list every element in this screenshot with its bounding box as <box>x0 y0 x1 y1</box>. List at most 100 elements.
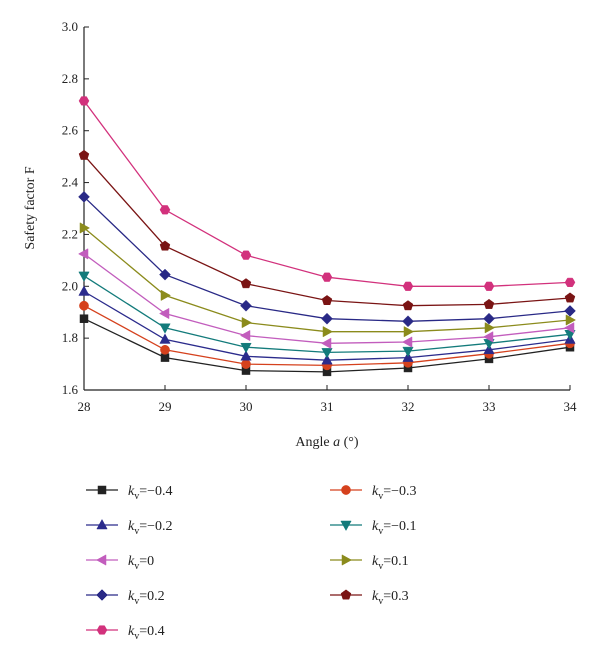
x-axis-title-suffix: (°) <box>340 435 359 450</box>
series-8 <box>78 96 576 291</box>
data-point <box>403 326 415 338</box>
legend-item: kv=−0.4 <box>86 484 173 502</box>
data-point <box>159 205 171 215</box>
data-point <box>483 312 495 325</box>
y-tick-label: 2.6 <box>62 123 79 138</box>
y-tick-label: 1.6 <box>62 382 79 397</box>
legend-label: kv=0.1 <box>372 554 409 572</box>
data-point <box>321 348 333 359</box>
data-point <box>79 222 91 234</box>
legend-label-subscript: v <box>378 561 383 572</box>
series-0 <box>79 314 575 377</box>
series-2 <box>78 285 576 365</box>
data-point <box>158 307 170 320</box>
legend-label-value: =−0.3 <box>383 484 416 499</box>
legend-marker <box>95 554 107 566</box>
legend-marker <box>97 485 107 495</box>
legend-label: kv=−0.2 <box>128 519 173 537</box>
series-line <box>83 154 571 307</box>
x-tick-label: 30 <box>240 399 253 414</box>
data-point <box>563 322 575 334</box>
legend-label-value: =0.4 <box>139 624 164 639</box>
series-5 <box>79 222 577 338</box>
data-point <box>159 333 171 344</box>
data-point <box>401 336 413 348</box>
y-tick-label: 2.4 <box>62 175 79 190</box>
legend: kv=−0.4 kv=−0.3kv=−0.2 kv=−0.1kv=0 kv=0.1kv… <box>86 484 417 642</box>
data-point <box>321 312 333 325</box>
legend-label-subscript: v <box>134 596 139 607</box>
legend-marker <box>96 518 108 530</box>
ticks: 1.6 1.8 2.0 2.2 2.4 2.6 2.8 3.0 28 29 30 31 32 33 34 <box>62 19 577 414</box>
y-tick-label: 3.0 <box>62 19 78 34</box>
y-tick-label: 2.2 <box>62 226 78 241</box>
legend-item: kv=0 <box>86 554 154 572</box>
data-point <box>239 329 251 342</box>
series-6 <box>78 190 576 328</box>
data-point <box>402 346 414 358</box>
legend-label-value: =−0.2 <box>139 519 172 534</box>
x-tick-label: 32 <box>402 399 415 414</box>
legend-label-symbol: k <box>372 589 379 604</box>
legend-item: kv=0.2 <box>86 589 165 607</box>
legend-label-symbol: k <box>128 624 135 639</box>
legend-label: kv=−0.3 <box>372 484 417 502</box>
data-point <box>160 289 172 301</box>
y-tick-label: 1.8 <box>62 330 78 345</box>
data-point <box>78 149 90 160</box>
data-point <box>483 298 495 309</box>
data-point <box>402 281 414 291</box>
data-point <box>320 337 332 349</box>
data-point <box>159 240 171 251</box>
data-point <box>240 250 252 260</box>
legend-label-symbol: k <box>372 484 379 499</box>
legend-label-subscript: v <box>378 596 383 607</box>
data-point <box>321 272 333 282</box>
data-point <box>240 278 252 289</box>
legend-label: kv=−0.1 <box>372 519 417 537</box>
legend-marker <box>96 625 108 635</box>
data-point <box>240 350 252 361</box>
data-point <box>565 314 577 326</box>
legend-item: kv=0.3 <box>330 589 409 607</box>
legend-label-subscript: v <box>134 631 139 642</box>
legend-label-subscript: v <box>134 561 139 572</box>
legend-label: kv=0.2 <box>128 589 165 607</box>
legend-label-symbol: k <box>372 554 379 569</box>
legend-label-subscript: v <box>378 526 383 537</box>
legend-label: kv=0 <box>128 554 154 572</box>
data-point <box>78 190 90 203</box>
data-point <box>240 299 252 312</box>
data-point <box>79 314 89 323</box>
legend-item: kv=−0.2 <box>86 518 173 537</box>
x-tick-label: 31 <box>321 399 334 414</box>
data-point <box>564 305 576 317</box>
legend-label-value: =−0.4 <box>139 484 172 499</box>
data-point <box>241 359 251 369</box>
legend-label-symbol: k <box>128 484 135 499</box>
data-point <box>321 354 333 365</box>
data-point <box>160 344 170 355</box>
legend-label: kv=0.4 <box>128 624 165 642</box>
x-tick-label: 29 <box>159 399 172 414</box>
legend-label-value: =0 <box>139 554 154 569</box>
legend-item: kv=−0.1 <box>330 519 417 537</box>
legend-item: kv=0.4 <box>86 624 165 642</box>
data-point <box>482 331 494 343</box>
data-point <box>564 292 576 303</box>
data-point <box>78 96 90 106</box>
data-point <box>484 322 496 334</box>
data-point <box>78 285 90 296</box>
x-axis-title: Angle a (°) <box>295 435 358 450</box>
data-point <box>78 271 90 282</box>
data-point <box>322 326 334 338</box>
data-point <box>321 295 333 306</box>
data-point <box>564 277 576 287</box>
legend-label-symbol: k <box>128 519 135 534</box>
legend-marker <box>340 520 352 532</box>
x-axis-title-prefix: Angle <box>295 435 333 450</box>
data-point <box>77 248 89 260</box>
y-axis-title: Safety factor F <box>23 166 38 249</box>
legend-label-symbol: k <box>128 554 135 569</box>
legend-marker <box>96 589 108 601</box>
